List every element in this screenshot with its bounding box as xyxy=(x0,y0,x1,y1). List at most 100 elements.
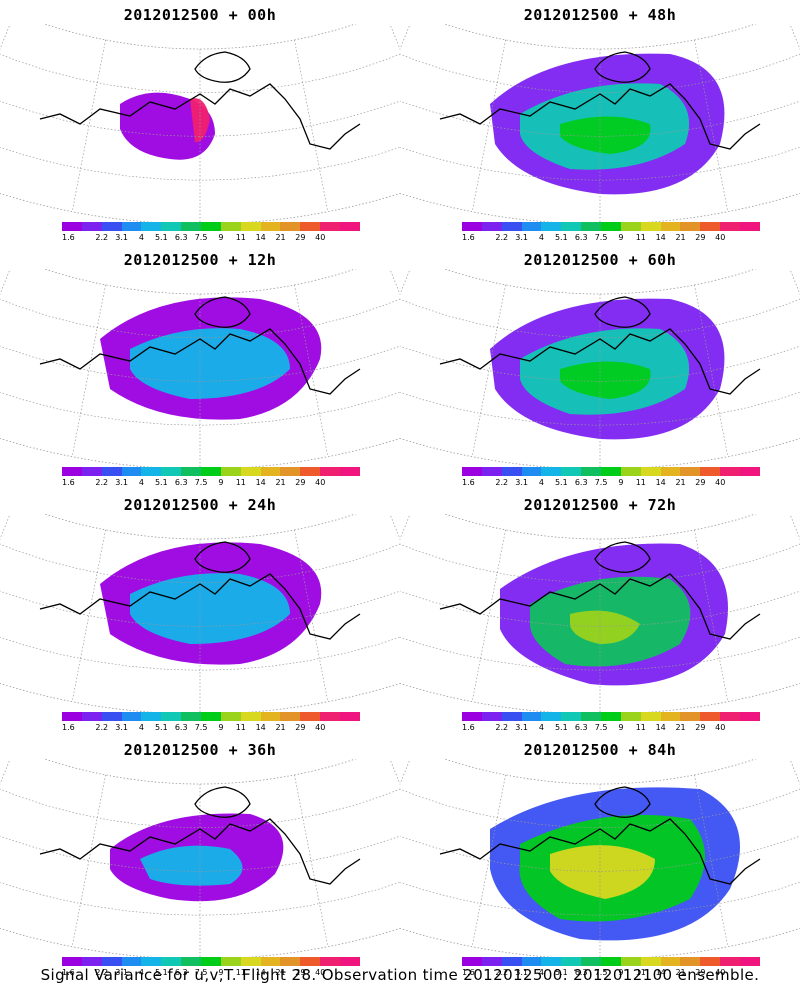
meridian-line xyxy=(294,774,329,947)
colorbar-swatch xyxy=(720,957,741,966)
colorbar-swatch xyxy=(260,467,281,476)
map-boundary xyxy=(0,759,400,957)
colorbar-swatch xyxy=(340,222,360,231)
colorbar-swatch xyxy=(660,957,681,966)
colorbar-label: 29 xyxy=(295,723,306,732)
colorbar-label: 14 xyxy=(655,233,666,242)
map-boundary xyxy=(400,24,800,222)
polar-map xyxy=(0,269,400,467)
variance-region xyxy=(560,361,651,399)
colorbar-swatch xyxy=(541,222,562,231)
meridian-line xyxy=(694,529,729,702)
map-panel: 2012012500 + 00h 1.6 2.2 3.1 4 5.1 6.3 7.5 9 11 14… xyxy=(0,0,400,245)
colorbar-swatch xyxy=(181,467,202,476)
colorbar-label: 4 xyxy=(138,723,144,732)
colorbar-label: 29 xyxy=(695,968,706,977)
colorbar-label: 21 xyxy=(675,723,686,732)
meridian-line xyxy=(0,269,15,421)
colorbar-label: 21 xyxy=(675,233,686,242)
colorbar-swatch xyxy=(481,222,502,231)
meridian-line xyxy=(785,269,800,421)
variance-region xyxy=(550,845,655,899)
colorbar-swatch xyxy=(220,222,241,231)
coastline-greenland xyxy=(194,541,251,573)
map-panel: 2012012500 + 24h 1.6 2.2 3.1 4 5.1 6.3 7.5 9 11 14… xyxy=(0,490,400,735)
coastline xyxy=(39,83,361,150)
polar-map xyxy=(400,514,800,712)
colorbar-swatch xyxy=(240,957,261,966)
figure-caption: Signal Variance for u,v,T. Flight 28. Ob… xyxy=(40,966,760,984)
meridian-line xyxy=(400,24,415,176)
colorbar-swatch xyxy=(280,957,301,966)
meridian-line xyxy=(471,774,506,947)
colorbar-swatch xyxy=(81,222,102,231)
colorbar-swatch xyxy=(141,467,162,476)
colorbar-swatch xyxy=(81,957,102,966)
colorbar-label: 2.2 xyxy=(495,233,509,242)
colorbar-swatch xyxy=(541,467,562,476)
colorbar-swatch xyxy=(220,467,241,476)
colorbar-label: 3.1 xyxy=(515,478,528,487)
colorbar-swatch xyxy=(501,957,522,966)
colorbar-swatch xyxy=(700,712,721,721)
colorbar-label: 14 xyxy=(255,233,266,242)
colorbar-label: 1.6 xyxy=(462,968,475,977)
colorbar-swatch xyxy=(161,467,182,476)
colorbar-swatch xyxy=(740,222,760,231)
colorbar-swatch xyxy=(521,712,542,721)
colorbar-label: 6.3 xyxy=(174,723,188,732)
colorbar-swatch xyxy=(320,712,341,721)
colorbar-swatch xyxy=(700,222,721,231)
colorbar-label: 1.6 xyxy=(62,233,75,242)
meridian-line xyxy=(385,759,400,911)
colorbar-swatch xyxy=(161,222,182,231)
colorbar-label: 14 xyxy=(655,478,666,487)
meridian-line xyxy=(694,39,729,212)
meridian-line xyxy=(385,514,400,666)
meridian-line xyxy=(71,39,106,212)
colorbar-swatch xyxy=(680,222,701,231)
colorbar-swatch xyxy=(740,957,760,966)
latitude-line xyxy=(400,323,800,426)
colorbar-label: 11 xyxy=(635,233,646,242)
colorbar-label: 9 xyxy=(618,968,624,977)
colorbar-label: 2.2 xyxy=(95,723,109,732)
colorbar-label: 5.1 xyxy=(154,478,168,487)
colorbar-swatch xyxy=(300,712,321,721)
colorbar-swatch xyxy=(320,467,341,476)
coastline xyxy=(439,328,761,395)
colorbar-label: 40 xyxy=(715,233,726,242)
colorbar-label: 9 xyxy=(618,233,624,242)
colorbar-swatch xyxy=(640,712,661,721)
colorbar-swatch xyxy=(201,467,221,476)
colorbar-label: 6.3 xyxy=(174,968,188,977)
meridian-line xyxy=(694,774,729,947)
colorbar-swatch xyxy=(521,467,542,476)
variance-region xyxy=(140,845,243,886)
colorbar-swatch xyxy=(240,712,261,721)
colorbar-label: 21 xyxy=(275,968,286,977)
meridian-line xyxy=(71,774,106,947)
colorbar-swatch xyxy=(161,957,182,966)
map-panel: 2012012500 + 60h 1.6 2.2 3.1 4 5.1 6.3 7.5 9 11 14… xyxy=(400,245,800,490)
coastline-greenland xyxy=(594,786,651,818)
coastline-greenland xyxy=(594,541,651,573)
coastline-greenland xyxy=(594,51,651,83)
colorbar-swatch xyxy=(481,467,502,476)
colorbar-label: 21 xyxy=(675,968,686,977)
colorbar-label: 5.1 xyxy=(154,233,168,242)
meridian-line xyxy=(400,269,415,421)
coastline xyxy=(39,818,361,885)
colorbar-label: 4 xyxy=(138,478,144,487)
colorbar-label: 21 xyxy=(275,233,286,242)
colorbar-swatch xyxy=(620,467,641,476)
polar-map xyxy=(0,759,400,957)
variance-region xyxy=(130,328,290,399)
colorbar-label: 4 xyxy=(538,723,544,732)
meridian-line xyxy=(400,514,415,666)
colorbar-swatch xyxy=(260,957,281,966)
colorbar: 1.6 2.2 3.1 4 5.1 6.3 7.5 9 11 14 21 29 40 xyxy=(62,467,360,491)
coastline-greenland xyxy=(194,296,251,328)
map-boundary xyxy=(400,514,800,712)
latitude-line xyxy=(0,323,400,426)
